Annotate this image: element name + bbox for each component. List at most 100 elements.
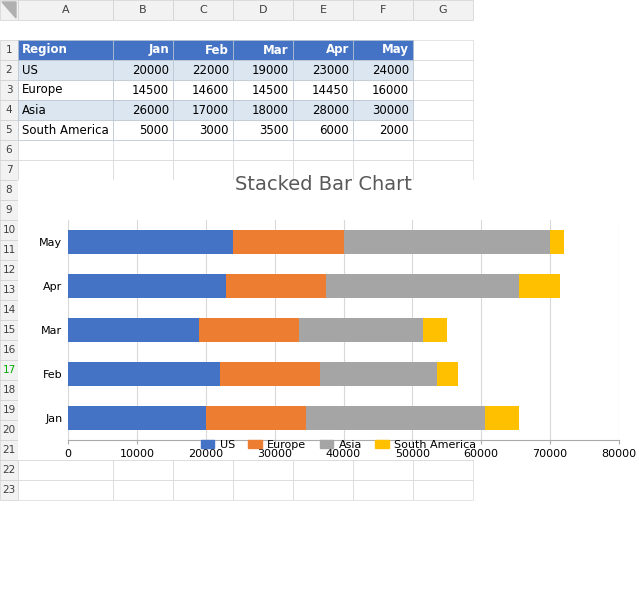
Text: 19000: 19000 xyxy=(252,64,289,77)
Bar xyxy=(18,200,113,220)
Text: 19: 19 xyxy=(3,405,15,415)
Text: 13: 13 xyxy=(3,285,15,295)
Bar xyxy=(353,220,413,240)
Bar xyxy=(437,362,458,386)
Bar xyxy=(233,240,293,260)
Bar xyxy=(353,160,413,180)
Bar xyxy=(233,340,293,360)
Bar xyxy=(18,100,113,120)
Text: 14450: 14450 xyxy=(312,84,349,97)
Text: 10: 10 xyxy=(3,225,15,235)
Bar xyxy=(173,460,233,480)
Bar xyxy=(353,80,413,100)
Bar xyxy=(293,340,353,360)
Bar xyxy=(233,320,293,340)
Bar xyxy=(353,280,413,300)
Text: 17: 17 xyxy=(3,365,15,375)
Bar xyxy=(173,480,233,500)
Bar xyxy=(413,420,473,440)
Bar xyxy=(113,200,173,220)
Bar xyxy=(298,318,423,342)
Bar xyxy=(0,320,18,340)
Bar xyxy=(353,120,413,140)
Text: 1: 1 xyxy=(6,45,12,55)
Bar xyxy=(413,60,473,80)
Bar xyxy=(18,180,113,200)
Text: 2000: 2000 xyxy=(380,124,409,137)
Bar xyxy=(0,460,18,480)
Text: 5000: 5000 xyxy=(139,124,169,137)
Text: May: May xyxy=(382,44,409,57)
Bar xyxy=(233,60,293,80)
Bar xyxy=(353,200,413,220)
Bar xyxy=(113,400,173,420)
Bar xyxy=(233,80,293,100)
Bar xyxy=(0,360,18,380)
Bar xyxy=(353,80,413,100)
Bar xyxy=(173,280,233,300)
Text: South America: South America xyxy=(22,124,109,137)
Bar xyxy=(173,300,233,320)
Bar xyxy=(18,80,113,100)
Bar xyxy=(233,260,293,280)
Bar xyxy=(353,380,413,400)
Text: Mar: Mar xyxy=(263,44,289,57)
Bar xyxy=(0,100,18,120)
Bar xyxy=(18,40,113,60)
Text: 14500: 14500 xyxy=(132,84,169,97)
Bar xyxy=(293,80,353,100)
Bar xyxy=(413,340,473,360)
Polygon shape xyxy=(2,2,16,18)
Bar xyxy=(18,160,113,180)
Bar xyxy=(353,320,413,340)
Bar xyxy=(293,0,353,20)
Bar xyxy=(113,40,173,60)
Bar xyxy=(206,406,305,430)
Bar xyxy=(0,380,18,400)
Bar xyxy=(173,100,233,120)
Bar xyxy=(293,120,353,140)
Bar xyxy=(413,440,473,460)
Bar xyxy=(353,40,413,60)
Bar xyxy=(353,40,413,60)
Bar xyxy=(18,320,113,340)
Bar xyxy=(413,400,473,420)
Bar xyxy=(293,320,353,340)
Bar xyxy=(233,180,293,200)
Bar xyxy=(173,220,233,240)
Bar xyxy=(293,480,353,500)
Text: Europe: Europe xyxy=(22,84,63,97)
Bar xyxy=(233,40,293,60)
Bar xyxy=(0,340,18,360)
Text: 4: 4 xyxy=(6,105,12,115)
Bar xyxy=(113,420,173,440)
Bar xyxy=(18,340,113,360)
Text: Jan: Jan xyxy=(148,44,169,57)
Bar xyxy=(293,240,353,260)
Bar xyxy=(0,440,18,460)
Bar xyxy=(233,300,293,320)
Text: 8: 8 xyxy=(6,185,12,195)
Bar xyxy=(173,260,233,280)
Bar xyxy=(113,340,173,360)
Bar xyxy=(113,460,173,480)
Bar xyxy=(173,120,233,140)
Bar xyxy=(353,140,413,160)
Bar xyxy=(173,180,233,200)
Bar xyxy=(233,420,293,440)
Text: 21: 21 xyxy=(3,445,15,455)
Bar xyxy=(113,60,173,80)
Bar xyxy=(18,440,113,460)
Bar xyxy=(0,40,18,60)
Legend: US, Europe, Asia, South America: US, Europe, Asia, South America xyxy=(196,435,481,455)
Bar xyxy=(113,220,173,240)
Text: 17000: 17000 xyxy=(192,104,229,117)
Text: 28000: 28000 xyxy=(312,104,349,117)
Text: 6: 6 xyxy=(6,145,12,155)
Bar xyxy=(0,480,18,500)
Bar xyxy=(413,40,473,60)
Bar xyxy=(113,360,173,380)
Text: 16: 16 xyxy=(3,345,15,355)
Bar xyxy=(0,80,18,100)
Bar xyxy=(18,420,113,440)
